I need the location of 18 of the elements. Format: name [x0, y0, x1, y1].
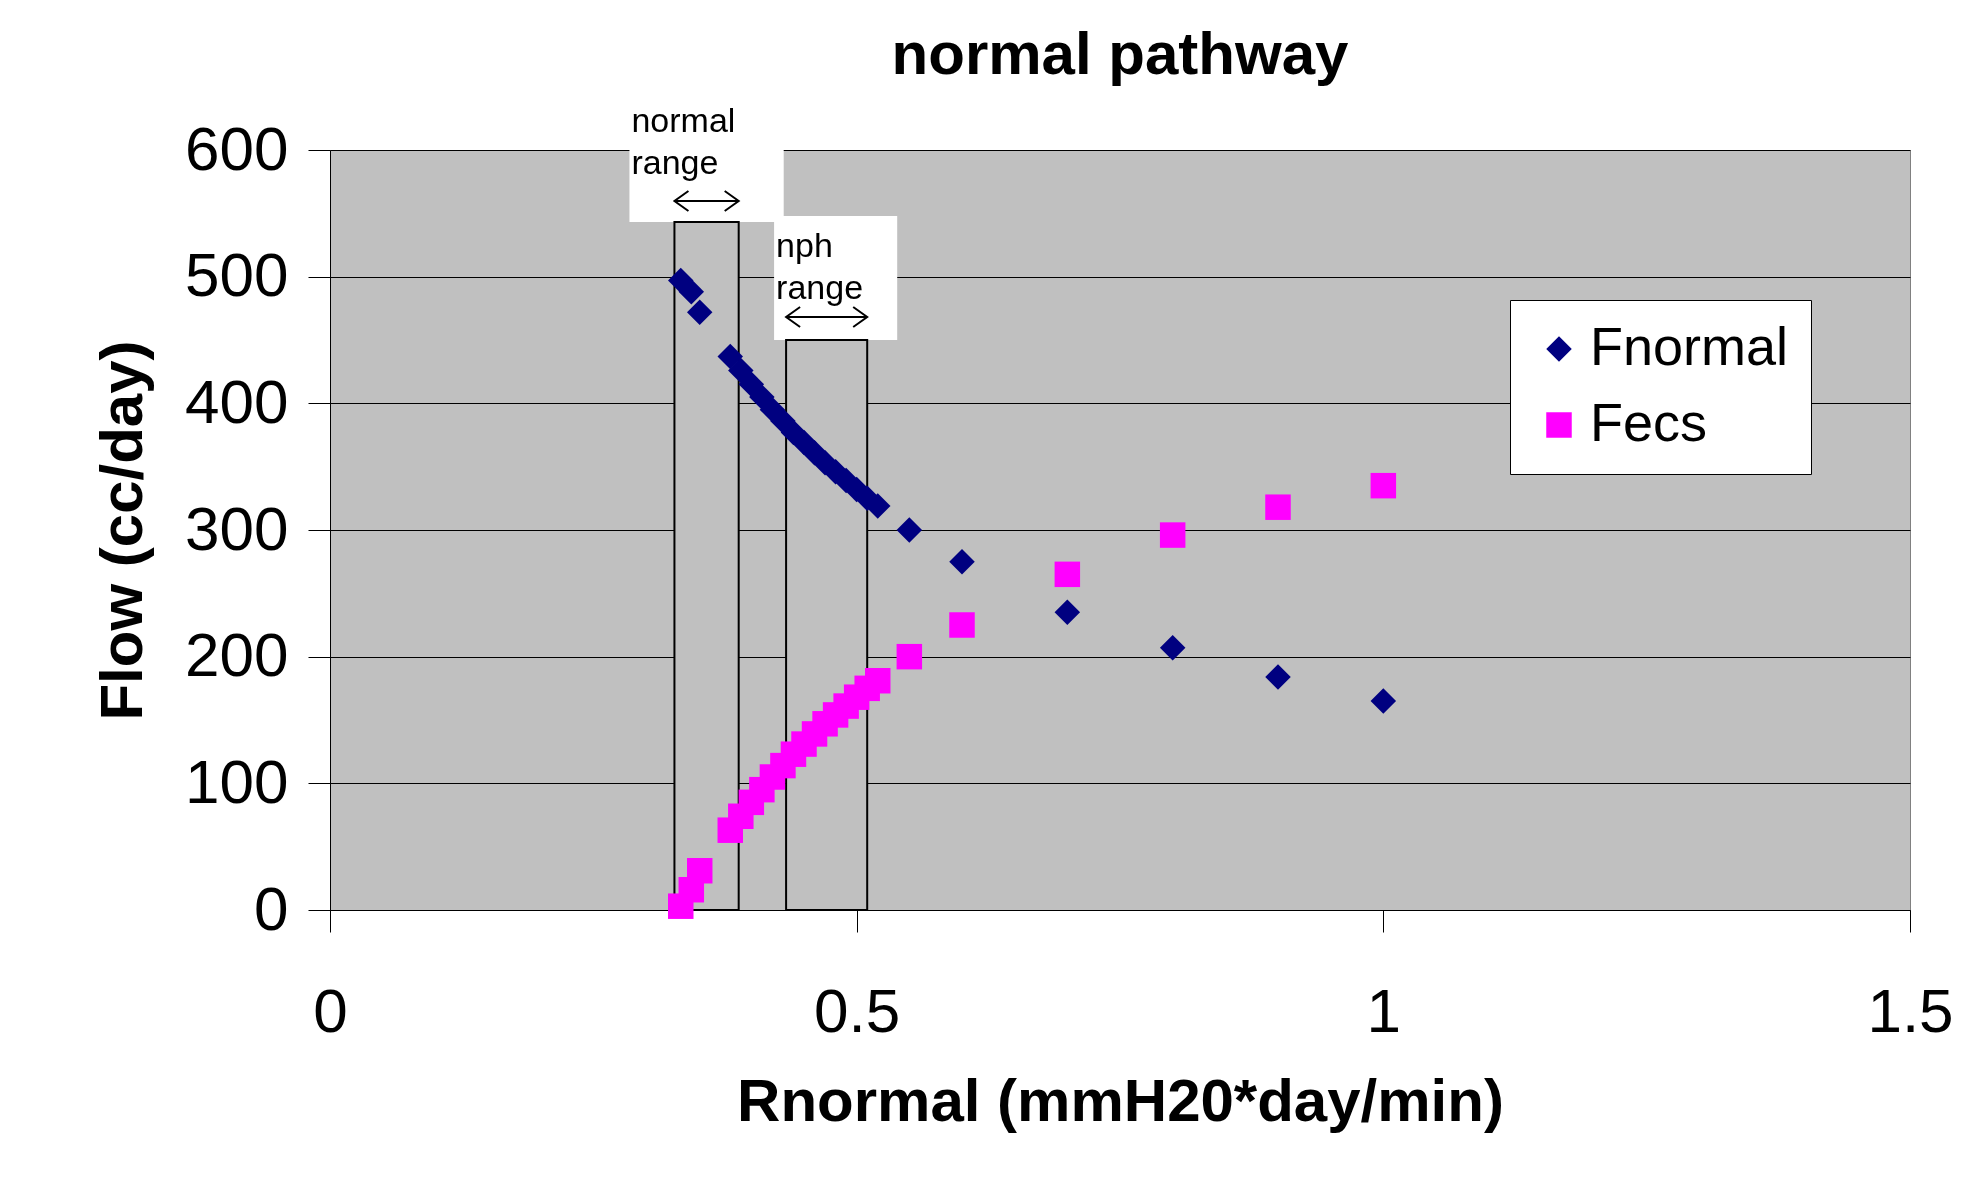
- y-tick-label: 600: [185, 113, 289, 183]
- y-tick-label: 100: [185, 746, 289, 816]
- y-axis-title: Flow (cc/day): [88, 340, 156, 721]
- y-tick-label: 200: [185, 620, 289, 690]
- x-tick-label: 1: [1366, 975, 1402, 1045]
- legend-label: Fnormal: [1590, 316, 1789, 376]
- y-tick-label: 0: [254, 873, 289, 943]
- legend-label: Fecs: [1590, 392, 1708, 452]
- chart-title: normal pathway: [891, 20, 1350, 87]
- band-label: normal range: [631, 101, 736, 181]
- x-tick-label: 1.5: [1867, 975, 1954, 1045]
- y-tick-label: 400: [185, 366, 289, 436]
- x-tick-label: 0.5: [814, 975, 901, 1045]
- x-tick-label: 0: [313, 975, 348, 1045]
- band-label: nph range: [776, 226, 864, 306]
- y-tick-label: 500: [185, 240, 289, 310]
- x-axis-title: Rnormal (mmH20*day/min): [737, 1066, 1504, 1134]
- y-tick-label: 300: [185, 493, 289, 563]
